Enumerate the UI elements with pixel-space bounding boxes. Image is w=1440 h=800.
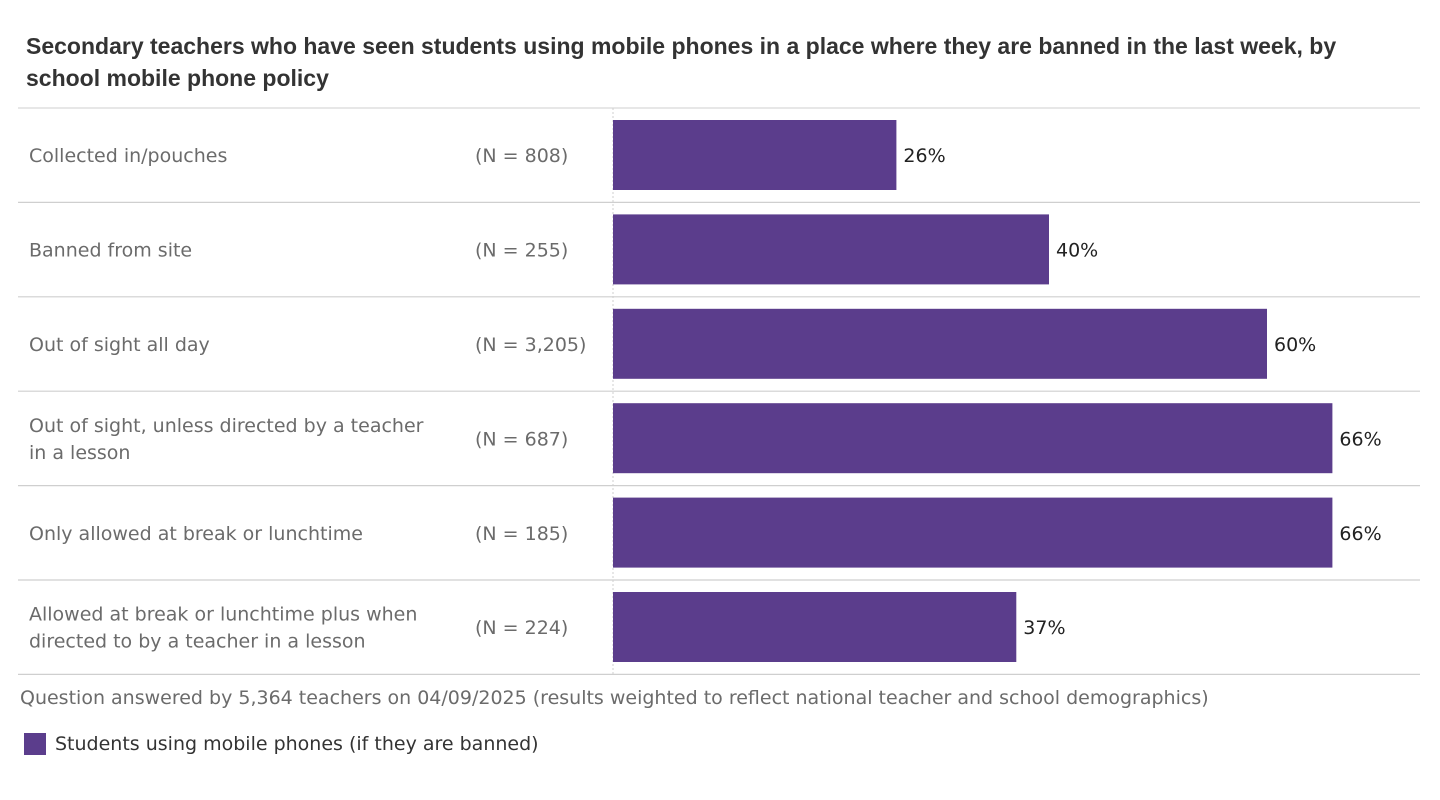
data-label: 37%	[1023, 617, 1065, 639]
sample-size-label: (N = 185)	[475, 523, 568, 545]
chart-title: Secondary teachers who have seen student…	[26, 33, 1337, 91]
bar	[613, 592, 1017, 662]
bar	[613, 214, 1049, 285]
chart-footnote: Question answered by 5,364 teachers on 0…	[20, 687, 1209, 709]
category-label: Allowed at break or lunchtime plus when d…	[29, 604, 417, 653]
data-label: 60%	[1274, 334, 1316, 356]
sample-size-label: (N = 808)	[475, 145, 568, 167]
sample-size-label: (N = 687)	[475, 428, 568, 450]
legend-label: Students using mobile phones (if they ar…	[55, 733, 539, 755]
chart-plot: Collected in/pouches (N = 808) 26% Banned f…	[18, 107, 1420, 676]
legend: Students using mobile phones (if they ar…	[24, 733, 539, 755]
sample-size-label: (N = 255)	[475, 240, 568, 262]
category-label: Out of sight all day	[29, 334, 210, 356]
sample-size-label: (N = 224)	[475, 617, 568, 639]
category-label: Out of sight, unless directed by a teach…	[29, 415, 424, 464]
bar	[613, 497, 1333, 568]
data-label: 66%	[1339, 428, 1381, 450]
data-label: 40%	[1056, 240, 1098, 262]
category-label: Collected in/pouches	[29, 145, 227, 167]
bar	[613, 403, 1333, 474]
category-label: Only allowed at break or lunchtime	[29, 523, 363, 545]
legend-swatch	[24, 733, 46, 755]
data-label: 26%	[903, 145, 945, 167]
sample-size-label: (N = 3,205)	[475, 334, 586, 356]
bar	[613, 120, 897, 190]
category-label: Banned from site	[29, 240, 192, 262]
bar	[613, 308, 1267, 379]
data-label: 66%	[1339, 523, 1381, 545]
